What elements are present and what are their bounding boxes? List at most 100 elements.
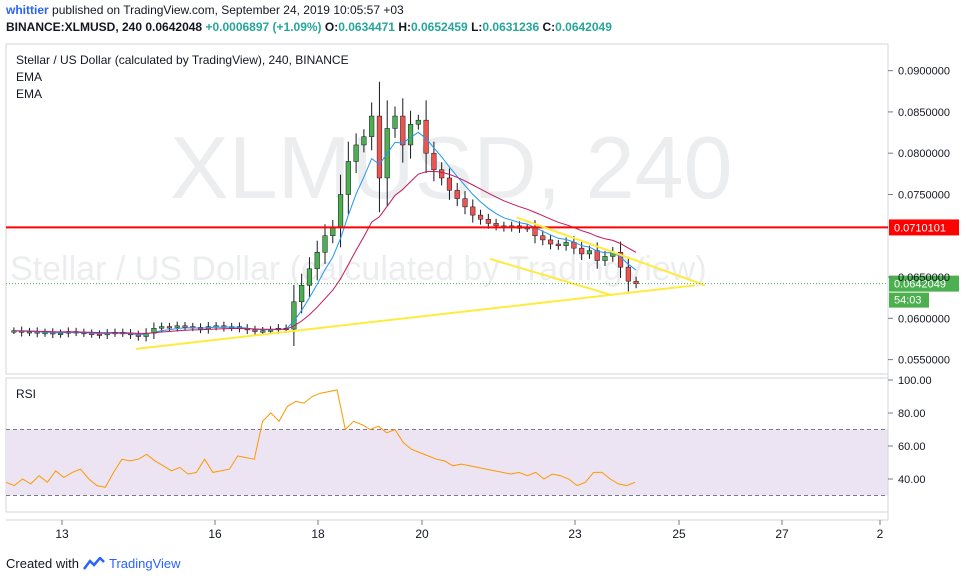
main-pane[interactable] <box>5 43 889 375</box>
rsi-axis-label: 100.00 <box>898 375 932 387</box>
rsi-axis-label: 40.00 <box>898 474 926 486</box>
symbol-label: BINANCE:XLMUSD, 240 <box>6 20 143 34</box>
candle-body <box>11 330 17 333</box>
candle-body <box>493 223 499 227</box>
candle-body <box>376 115 383 179</box>
time-axis-label: 23 <box>568 527 582 541</box>
time-axis-label: 2 <box>877 527 884 541</box>
candle-body <box>586 250 593 255</box>
price-axis-label: 0.0600000 <box>898 313 950 325</box>
last-price: 0.0642048 <box>145 20 203 34</box>
close-value: 0.0642049 <box>555 20 612 34</box>
open-value: 0.0634471 <box>338 20 395 34</box>
high-key: H: <box>398 20 411 34</box>
time-axis-label: 18 <box>311 527 325 541</box>
candle-body <box>96 333 103 336</box>
rsi-axis-label: 80.00 <box>898 408 926 420</box>
candle-body <box>260 330 266 333</box>
price-axis-label: 0.0800000 <box>898 148 950 160</box>
ema-slow-line <box>13 170 637 334</box>
price-axis-label: 0.0900000 <box>898 66 950 78</box>
resistance-price-label: 0.0710101 <box>894 222 946 234</box>
candle-body <box>400 115 406 146</box>
candle-body <box>563 242 569 246</box>
price-change: +0.0006897 (+1.09%) <box>205 20 322 34</box>
publication-line: whittier published on TradingView.com, S… <box>6 3 404 17</box>
candle-body <box>174 325 180 328</box>
resistance-price-tag <box>889 219 959 236</box>
candle-body <box>353 144 359 162</box>
time-axis-label: 27 <box>775 527 789 541</box>
candle-body <box>182 325 188 328</box>
last-price-tag <box>889 275 959 292</box>
watermark-main: XLMUSD, 240 <box>170 118 732 217</box>
published-text: published on TradingView.com, September … <box>52 3 404 17</box>
ema-legend-2[interactable]: EMA <box>16 87 43 101</box>
price-axis-label: 0.0850000 <box>898 107 950 119</box>
candle-body <box>431 152 437 170</box>
candle-body <box>299 285 305 303</box>
candle-body <box>540 235 546 241</box>
time-axis-label: 20 <box>415 527 429 541</box>
candle-body <box>369 115 375 137</box>
candle-body <box>477 214 484 220</box>
candle-body <box>252 329 258 332</box>
tradingview-logo-icon <box>82 556 105 570</box>
candle-body <box>602 256 608 261</box>
price-axis-label: 0.0550000 <box>898 355 950 367</box>
author-name[interactable]: whittier <box>6 3 49 17</box>
price-axis-label: 0.0750000 <box>898 189 950 201</box>
candle-body <box>415 119 421 125</box>
rsi-legend[interactable]: RSI <box>16 387 37 401</box>
candle-body <box>135 334 141 337</box>
footer: Created with TradingView <box>6 556 181 571</box>
rsi-line <box>5 389 636 488</box>
candle-body <box>392 115 398 129</box>
time-axis-label: 13 <box>55 527 69 541</box>
candle-body <box>485 219 491 224</box>
candle-body <box>345 161 351 195</box>
candle-body <box>462 198 468 208</box>
ema-legend-1[interactable]: EMA <box>16 70 43 84</box>
time-axis-label: 16 <box>208 527 222 541</box>
price-axis-label: 0.0650000 <box>898 272 950 284</box>
wedge-lower-line <box>489 257 613 297</box>
time-axis-label: 25 <box>672 527 686 541</box>
candle-body <box>407 124 414 146</box>
low-key: L: <box>471 20 483 34</box>
candle-body <box>322 235 328 253</box>
candle-body <box>330 227 336 237</box>
candle-body <box>361 136 367 146</box>
tradingview-brand[interactable]: TradingView <box>108 556 181 571</box>
countdown-label: 54:03 <box>894 295 922 307</box>
candle-body <box>166 326 173 329</box>
candle-body <box>470 206 476 216</box>
watermark-sub: Stellar / US Dollar (calculated by Tradi… <box>10 250 707 288</box>
wedge-upper-line <box>516 216 706 287</box>
close-key: C: <box>542 20 556 34</box>
candle-body <box>291 301 297 330</box>
last-price-label: 0.0642049 <box>894 279 946 291</box>
rsi-axis-label: 60.00 <box>898 441 926 453</box>
candle-body <box>594 250 600 261</box>
created-with-label: Created with <box>6 556 79 571</box>
low-value: 0.0631236 <box>482 20 540 34</box>
ohlc-line: BINANCE:XLMUSD, 240 0.0642048 +0.0006897… <box>6 20 612 34</box>
candle-body <box>57 332 64 335</box>
candle-body <box>555 243 561 246</box>
candle-body <box>306 268 313 286</box>
candle-body <box>439 169 445 179</box>
candle-body <box>337 194 344 228</box>
countdown-tag <box>889 292 929 308</box>
candle-body <box>314 252 320 270</box>
high-value: 0.0652459 <box>410 20 468 34</box>
main-pane-title: Stellar / US Dollar (calculated by Tradi… <box>16 53 349 67</box>
ascending-support-line <box>135 284 696 350</box>
candle-body <box>454 190 460 199</box>
candle-body <box>446 177 453 191</box>
candle-body <box>579 247 585 255</box>
candle-body <box>625 266 631 282</box>
candle-body <box>159 326 165 329</box>
open-key: O: <box>324 20 339 34</box>
